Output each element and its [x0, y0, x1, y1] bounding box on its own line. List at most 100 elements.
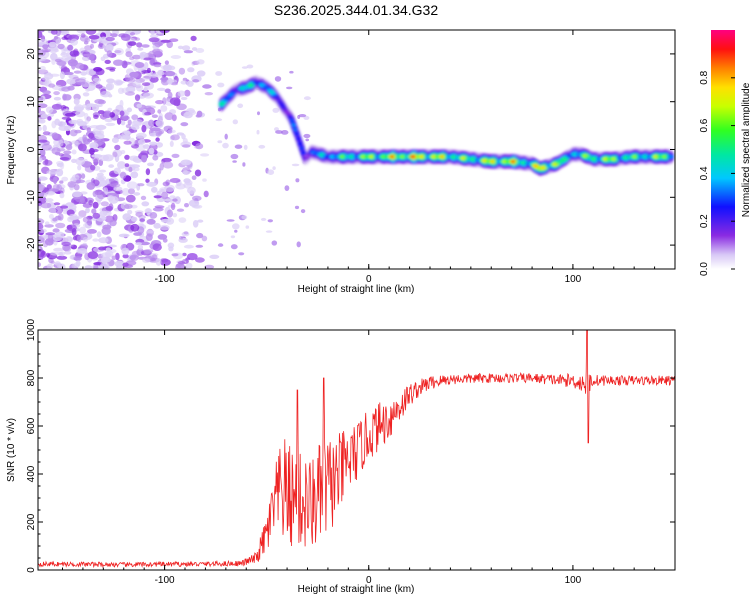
noise-blob — [87, 229, 97, 234]
noise-blob — [105, 247, 112, 251]
noise-blob — [100, 262, 110, 269]
noise-blob — [117, 161, 126, 169]
noise-blob — [100, 256, 111, 263]
noise-blob — [289, 70, 294, 74]
noise-blob — [137, 244, 144, 251]
noise-blob — [145, 168, 151, 176]
noise-blob — [192, 220, 199, 228]
noise-blob — [125, 194, 136, 203]
noise-blob — [80, 244, 89, 249]
noise-blob — [272, 107, 280, 113]
noise-blob — [142, 258, 151, 263]
noise-blob — [141, 124, 147, 133]
noise-blob — [180, 122, 189, 127]
noise-blob — [164, 184, 175, 192]
noise-blob — [151, 114, 158, 118]
noise-blob — [267, 219, 273, 223]
ridge-cell — [298, 146, 305, 151]
noise-blob — [155, 137, 160, 142]
noise-blob — [61, 116, 71, 120]
noise-blob — [184, 203, 189, 208]
noise-blob — [109, 68, 116, 72]
noise-blob — [179, 236, 184, 240]
noise-blob — [38, 184, 46, 191]
colorbar-fill — [711, 30, 735, 269]
noise-blob — [59, 180, 64, 184]
noise-blob — [44, 238, 54, 246]
noise-blob — [137, 47, 144, 51]
noise-blob — [92, 212, 101, 219]
noise-blob — [89, 142, 99, 150]
ridge-cell — [290, 123, 297, 127]
noise-blob — [187, 186, 196, 194]
noise-blob — [192, 195, 202, 201]
noise-blob — [50, 260, 55, 264]
noise-blob — [129, 155, 139, 161]
noise-blob — [191, 175, 197, 180]
noise-blob — [164, 70, 176, 77]
noise-blob — [258, 144, 266, 149]
x-tick-label: 0 — [366, 575, 372, 586]
noise-blob — [155, 142, 163, 148]
noise-blob — [48, 83, 56, 88]
spectrogram-x-label: Height of straight line (km) — [298, 284, 415, 295]
noise-blob — [136, 103, 142, 108]
noise-blob — [52, 228, 60, 233]
noise-blob — [103, 187, 109, 194]
noise-blob — [88, 132, 95, 139]
noise-blob — [296, 241, 301, 248]
noise-blob — [202, 84, 212, 89]
colorbar-label: Normalized spectral amplitude — [741, 82, 750, 217]
noise-blob — [74, 62, 84, 69]
noise-blob — [123, 140, 132, 145]
noise-blob — [129, 255, 137, 260]
noise-blob — [145, 178, 150, 183]
noise-blob — [224, 133, 228, 140]
noise-blob — [102, 224, 112, 230]
noise-blob — [44, 79, 50, 87]
noise-blob — [141, 201, 150, 207]
noise-blob — [130, 171, 139, 179]
noise-blob — [121, 247, 130, 255]
noise-blob — [47, 45, 58, 52]
noise-blob — [38, 69, 49, 75]
noise-blob — [89, 147, 95, 155]
noise-blob — [110, 33, 118, 38]
noise-blob — [86, 182, 96, 190]
noise-blob — [76, 81, 86, 85]
x-tick-label: -100 — [155, 575, 175, 586]
noise-blob — [53, 91, 60, 96]
noise-blob — [38, 56, 47, 62]
noise-blob — [111, 137, 119, 144]
noise-blob — [57, 43, 65, 50]
noise-blob — [167, 242, 175, 249]
noise-blob — [113, 59, 124, 66]
noise-blob — [38, 222, 44, 231]
noise-blob — [38, 139, 48, 143]
noise-blob — [59, 71, 65, 80]
noise-blob — [182, 45, 191, 51]
noise-blob — [79, 191, 88, 195]
noise-blob — [169, 38, 179, 42]
noise-blob — [158, 129, 165, 135]
noise-blob — [157, 87, 166, 91]
noise-blob — [203, 190, 209, 198]
noise-blob — [74, 179, 86, 184]
noise-blob — [197, 219, 204, 223]
noise-blob — [91, 208, 97, 214]
noise-blob — [265, 230, 273, 233]
noise-blob — [300, 209, 306, 214]
noise-blob — [46, 170, 58, 175]
noise-blob — [176, 208, 185, 212]
noise-blob — [125, 124, 131, 129]
noise-blob — [56, 168, 64, 177]
noise-blob — [124, 203, 133, 210]
noise-blob — [294, 205, 300, 210]
noise-blob — [54, 261, 61, 266]
noise-blob — [88, 35, 100, 40]
noise-blob — [42, 44, 49, 49]
noise-blob — [122, 262, 129, 267]
noise-blob — [238, 252, 245, 256]
noise-blob — [182, 144, 191, 148]
noise-blob — [280, 130, 289, 135]
